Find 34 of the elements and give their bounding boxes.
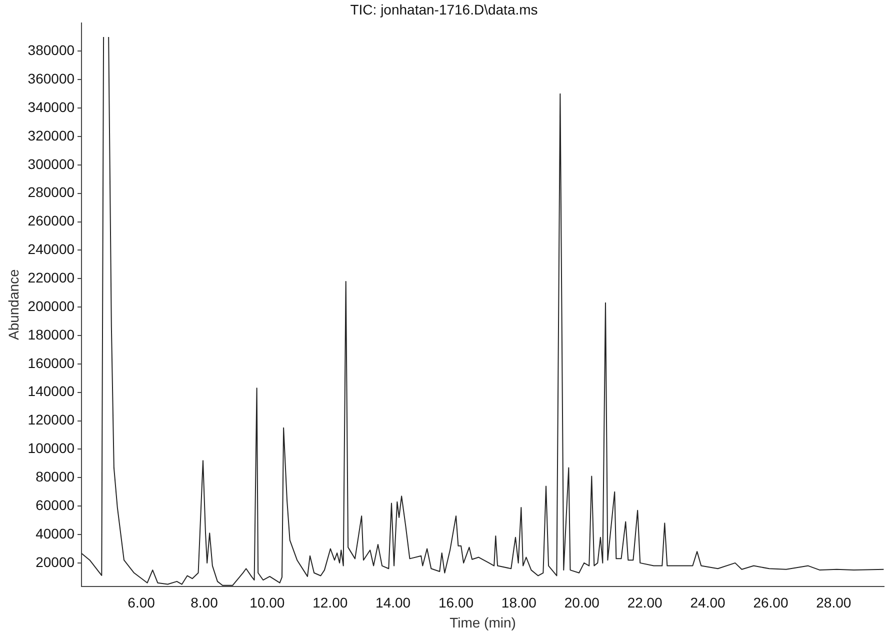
- x-tick-label: 6.00: [128, 594, 156, 611]
- x-tick-label: 10.00: [250, 594, 285, 611]
- y-tick-label: 100000: [28, 440, 75, 456]
- y-tick-label: 240000: [28, 241, 75, 258]
- x-tick-label: 28.00: [816, 594, 852, 611]
- x-tick-label: 26.00: [753, 594, 788, 611]
- y-tick-label: 200000: [28, 298, 75, 314]
- y-tick-label: 60000: [36, 496, 75, 513]
- y-tick-label: 160000: [28, 354, 75, 371]
- y-tick-label: 320000: [28, 127, 75, 144]
- x-tick-label: 14.00: [376, 594, 411, 611]
- y-tick-label: 260000: [28, 212, 75, 229]
- y-tick-label: 120000: [28, 412, 75, 428]
- y-tick-label: 360000: [28, 70, 75, 87]
- x-tick-label: 24.00: [690, 594, 726, 611]
- y-tick-label: 180000: [28, 326, 75, 342]
- y-tick-label: 340000: [28, 98, 75, 115]
- y-tick-label: 20000: [36, 554, 75, 570]
- y-tick-label: 380000: [28, 42, 75, 58]
- y-tick-label: 280000: [28, 184, 75, 200]
- y-tick-label: 300000: [28, 156, 75, 172]
- y-tick-label: 80000: [36, 468, 75, 485]
- x-tick-label: 22.00: [627, 594, 663, 611]
- chart-title: TIC: jonhatan-1716.D\data.ms: [350, 1, 538, 18]
- y-axis-title: Abundance: [5, 268, 22, 340]
- y-tick-label: 40000: [36, 525, 75, 542]
- x-tick-label: 8.00: [190, 594, 218, 611]
- x-tick-label: 20.00: [564, 594, 600, 611]
- x-axis-title: Time (min): [450, 614, 516, 630]
- x-tick-label: 18.00: [501, 594, 537, 611]
- x-tick-label: 16.00: [438, 594, 474, 611]
- x-tick-label: 12.00: [312, 594, 348, 611]
- y-tick-label: 220000: [28, 270, 75, 286]
- y-tick-label: 140000: [28, 383, 75, 400]
